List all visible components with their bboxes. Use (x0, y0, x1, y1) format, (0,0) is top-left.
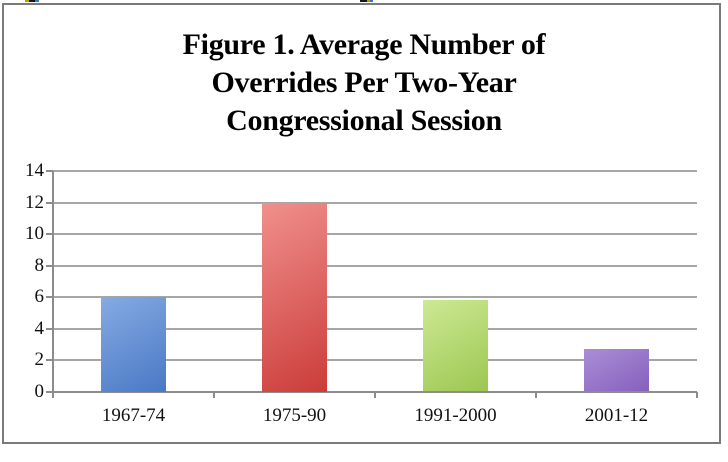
x-axis-category-label: 1967-74 (101, 405, 166, 426)
y-axis-tick-label: 0 (34, 380, 45, 402)
y-axis-tick (46, 233, 53, 235)
gridline (53, 327, 697, 330)
bar-2001-12 (584, 348, 649, 392)
clipped-text-fragment (35, 0, 39, 2)
y-axis-tick-label: 8 (34, 254, 45, 276)
clipped-text-fragment (370, 0, 373, 2)
clipped-text-fragment (367, 0, 370, 2)
chart-title-line-2: Overrides Per Two-Year (211, 66, 517, 99)
gridline (53, 359, 697, 361)
y-axis-tick-label: 6 (34, 286, 45, 307)
x-axis-tick (374, 391, 376, 398)
clipped-text-artifact (360, 0, 373, 2)
clipped-text-artifact (25, 0, 39, 2)
bar-1967-74 (101, 297, 166, 392)
y-axis-tick (46, 359, 53, 361)
x-axis-tick (213, 391, 215, 398)
y-axis-tick (46, 170, 53, 172)
y-axis-tick (46, 264, 53, 267)
y-axis-tick (46, 296, 53, 298)
y-axis-tick-label: 12 (25, 191, 44, 213)
x-axis-tick (696, 391, 698, 398)
y-axis-tick-label: 14 (25, 160, 44, 181)
chart-title-line-1: Figure 1. Average Number of (182, 28, 546, 61)
bar-1975-90 (262, 202, 327, 392)
y-axis-tick (46, 327, 53, 330)
y-axis-line (52, 171, 54, 398)
x-axis-tick (535, 391, 537, 398)
y-axis-tick (46, 201, 53, 204)
gridline (53, 233, 697, 235)
clipped-text-fragment (25, 0, 29, 2)
chart-title-line-3: Congressional Session (226, 104, 502, 137)
gridline (53, 201, 697, 204)
chart-title: Figure 1. Average Number of Overrides Pe… (0, 26, 728, 140)
x-axis-category-label: 2001-12 (584, 405, 649, 426)
gridline (53, 170, 697, 172)
y-axis-tick-label: 2 (34, 349, 45, 370)
gridline (53, 296, 697, 298)
clipped-text-fragment (360, 0, 367, 2)
clipped-text-fragment (29, 0, 35, 2)
y-axis-tick-label: 4 (34, 317, 45, 339)
x-axis-category-label: 1975-90 (262, 405, 327, 426)
y-axis-tick-label: 10 (25, 223, 44, 244)
bar-1991-2000 (423, 300, 488, 392)
x-axis-category-label: 1991-2000 (414, 405, 497, 426)
y-axis-tick (46, 390, 53, 393)
gridline (53, 264, 697, 267)
